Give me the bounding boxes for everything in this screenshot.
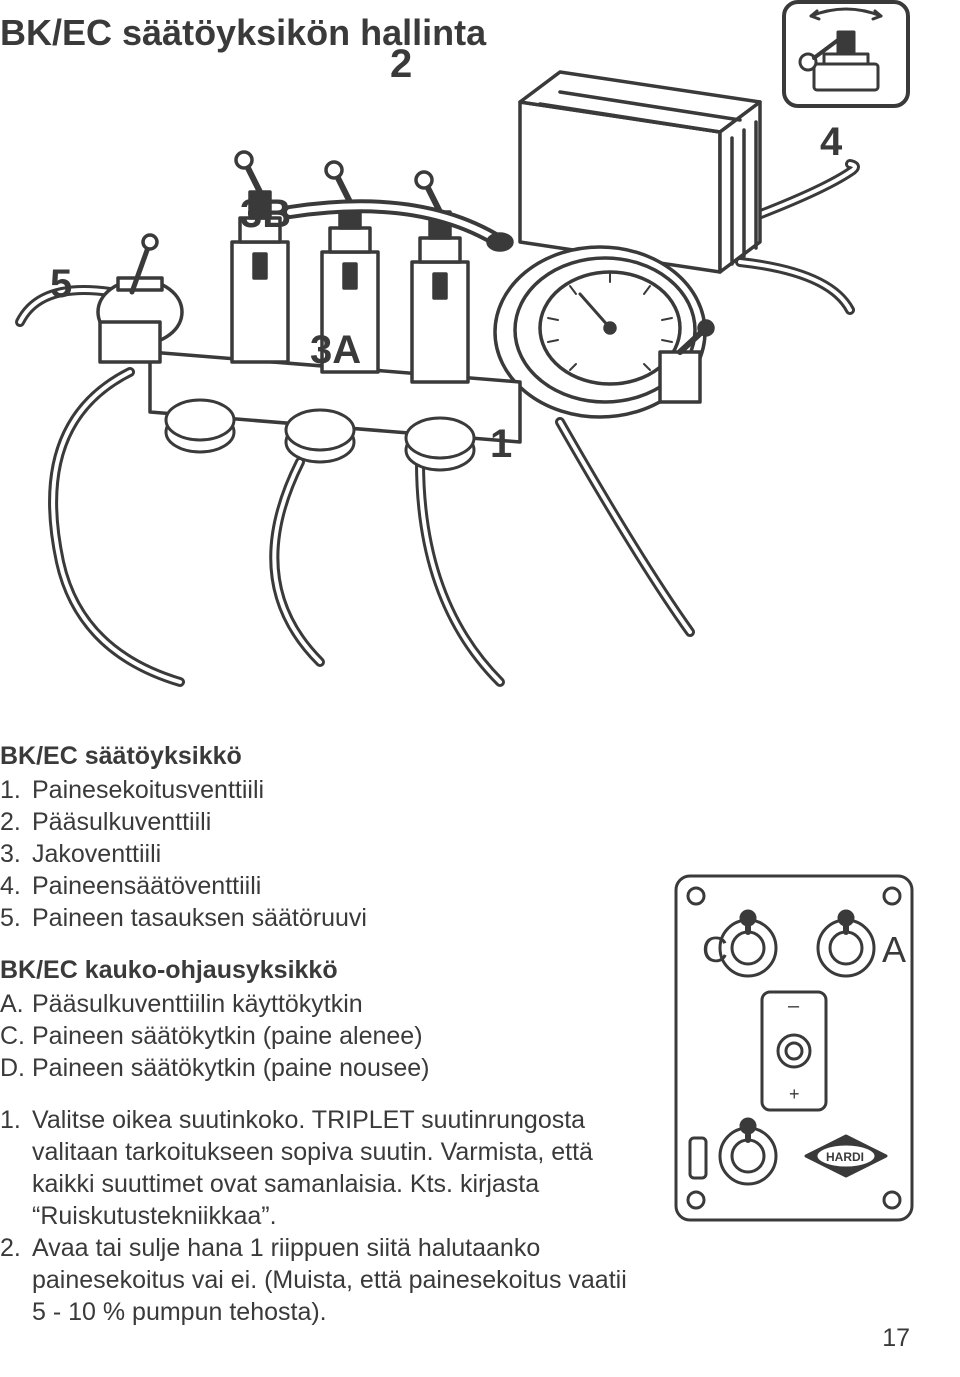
list-item: 1.Valitse oikea suutinkoko. TRIPLET suut…	[0, 1104, 640, 1232]
parts-list-2: A.Pääsulkuventtiilin käyttökytkin C.Pain…	[0, 988, 640, 1084]
body-text: BK/EC säätöyksikkö 1.Painesekoitusventti…	[0, 740, 640, 1348]
plus-icon: +	[789, 1084, 800, 1104]
list-item: 4.Paineensäätöventtiili	[0, 870, 640, 902]
list-item: A.Pääsulkuventtiilin käyttökytkin	[0, 988, 640, 1020]
callout-4: 4	[820, 120, 842, 165]
hardi-logo-text: HARDI	[826, 1150, 864, 1164]
section2-heading: BK/EC kauko-ohjausyksikkö	[0, 954, 640, 986]
callout-1: 1	[490, 422, 512, 467]
parts-list-1: 1.Painesekoitusventtiili 2.Pääsulkuventt…	[0, 774, 640, 934]
list-item: 2.Avaa tai sulje hana 1 riippuen siitä h…	[0, 1232, 640, 1328]
callout-5: 5	[50, 262, 72, 307]
remote-control-panel: C A D – + HARDI	[670, 870, 918, 1226]
minus-icon: –	[788, 995, 800, 1017]
control-unit-diagram: 2 4 3B 5 3A 1	[0, 42, 870, 702]
manual-page: BK/EC säätöyksikön hallinta	[0, 0, 960, 1377]
callout-3b: 3B	[240, 192, 291, 237]
section1-heading: BK/EC säätöyksikkö	[0, 740, 640, 772]
instructions-list: 1.Valitse oikea suutinkoko. TRIPLET suut…	[0, 1104, 640, 1328]
callout-3a: 3A	[310, 328, 361, 373]
list-item: 3.Jakoventtiili	[0, 838, 640, 870]
list-item: C.Paineen säätökytkin (paine alenee)	[0, 1020, 640, 1052]
list-item: 5.Paineen tasauksen säätöruuvi	[0, 902, 640, 934]
callout-2: 2	[390, 42, 412, 87]
list-item: 2.Pääsulkuventtiili	[0, 806, 640, 838]
panel-letter-c: C	[702, 929, 728, 970]
list-item: 1.Painesekoitusventtiili	[0, 774, 640, 806]
page-number: 17	[882, 1324, 910, 1353]
list-item: D.Paineen säätökytkin (paine nousee)	[0, 1052, 640, 1084]
panel-letter-a: A	[882, 929, 906, 970]
